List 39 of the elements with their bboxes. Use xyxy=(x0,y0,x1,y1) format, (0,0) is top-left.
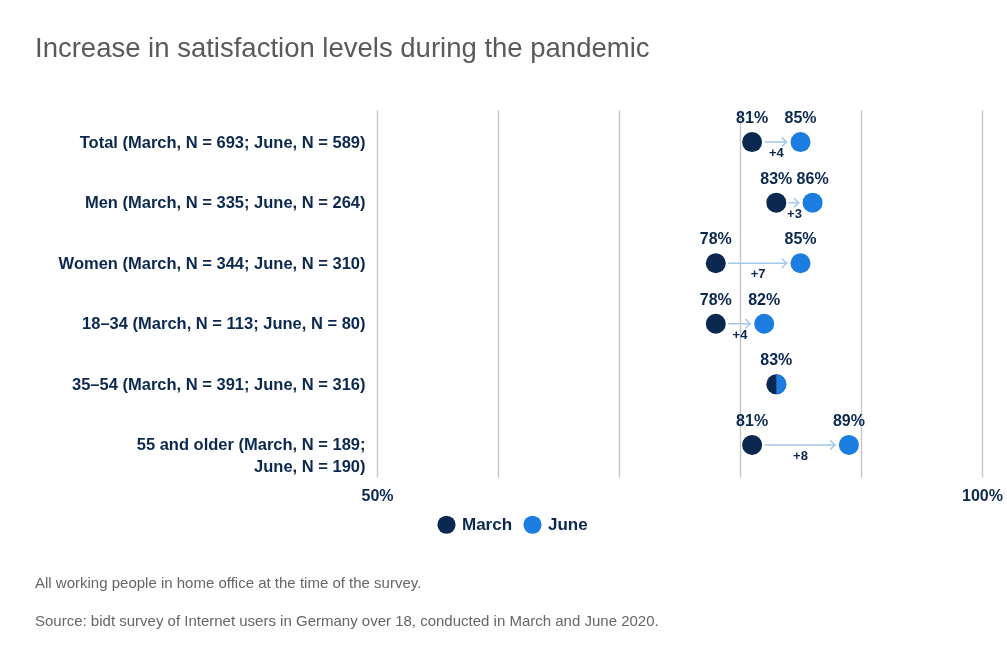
point xyxy=(742,434,763,455)
data-label: 85% xyxy=(784,109,817,127)
data-label: 78% xyxy=(699,230,732,248)
source-note: Source: bidt survey of Internet users in Germany over 18, conducted in March and June 2020. xyxy=(35,612,659,629)
y-tick-label: Men (March, N = 335; June, N = 264) xyxy=(84,193,366,212)
point xyxy=(790,132,811,153)
y-tick-label: 55 and older (March, N = 189; June, N = 190) xyxy=(136,435,366,476)
annotation: +7 xyxy=(750,266,766,282)
chart-title: Increase in satisfaction levels during the pandemic xyxy=(35,31,650,63)
point xyxy=(754,313,775,334)
data-label: 86% xyxy=(796,169,829,187)
data-label: 83% xyxy=(760,351,793,369)
x-tick-label: 50% xyxy=(361,486,394,504)
data-label: 89% xyxy=(832,411,865,429)
annotation: +4 xyxy=(732,326,749,342)
y-tick-label: Total (March, N = 693; June, N = 589) xyxy=(79,132,366,151)
x-tick-label: 100% xyxy=(962,486,1003,504)
annotation: +3 xyxy=(787,205,802,221)
point xyxy=(742,132,763,153)
y-tick-label: Women (March, N = 344; June, N = 310) xyxy=(58,253,366,272)
legend-label: June xyxy=(548,514,588,534)
legend-label: March xyxy=(462,514,513,534)
data-label: 83% xyxy=(760,169,793,187)
point xyxy=(705,313,726,334)
point xyxy=(790,253,811,274)
annotation: +8 xyxy=(793,447,808,463)
point xyxy=(705,253,726,274)
point xyxy=(838,434,859,455)
data-label: 85% xyxy=(784,230,817,248)
point xyxy=(802,192,823,213)
data-label: 81% xyxy=(736,411,769,429)
data-label: 81% xyxy=(736,109,769,127)
data-label: 82% xyxy=(748,290,781,308)
data-label: 78% xyxy=(699,290,732,308)
point xyxy=(766,192,787,213)
text: All working people in home office at the time of the survey. xyxy=(35,574,422,591)
y-tick-label: 18–34 (March, N = 113; June, N = 80) xyxy=(82,314,366,333)
y-tick-label: 35–54 (March, N = 391; June, N = 316) xyxy=(72,374,366,393)
annotation: +4 xyxy=(768,145,785,161)
